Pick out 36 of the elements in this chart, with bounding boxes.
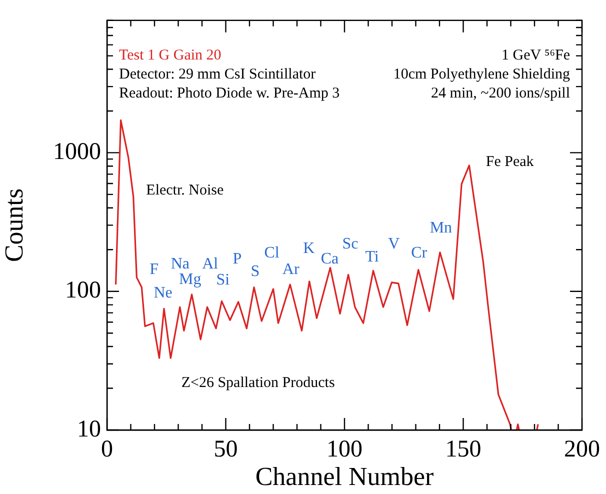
annotation: Ne: [154, 284, 172, 302]
annotation: S: [250, 263, 260, 280]
annotation: Z<26 Spallation Products: [181, 375, 335, 392]
annotation: Readout: Photo Diode w. Pre-Amp 3: [119, 85, 340, 102]
y-axis-title: Counts: [0, 188, 28, 262]
x-tick-label: 0: [101, 436, 113, 463]
annotation: 1 GeV ⁵⁶Fe: [501, 47, 570, 64]
annotation: Sc: [342, 236, 358, 253]
x-tick-label: 200: [564, 436, 600, 463]
x-tick-label: 50: [214, 436, 238, 463]
annotation: Ca: [320, 250, 339, 268]
x-tick-label: 100: [326, 436, 362, 463]
x-tick-label: 150: [445, 436, 482, 463]
x-axis-title: Channel Number: [255, 462, 434, 492]
annotation: Ti: [365, 248, 380, 266]
annotation: Si: [216, 272, 230, 289]
annotation: Cr: [411, 244, 428, 262]
annotation: V: [388, 236, 400, 253]
annotation: Na: [170, 255, 190, 272]
annotation: Mn: [430, 219, 452, 236]
annotation: P: [232, 250, 242, 268]
annotation: F: [150, 261, 159, 278]
text: Test 1 G Gain 20: [119, 47, 222, 64]
y-tick-label: 10: [77, 416, 101, 442]
annotation: Mg: [179, 270, 202, 288]
annotation: 10cm Polyethylene Shielding: [393, 66, 570, 82]
annotation: Electr. Noise: [146, 182, 224, 198]
annotation: Fe Peak: [486, 154, 534, 170]
y-tick-label: 1000: [53, 139, 101, 165]
annotation: Detector: 29 mm CsI Scintillator: [119, 66, 316, 82]
y-tick-label: 100: [65, 278, 101, 304]
annotation: K: [303, 240, 316, 257]
annotation: 24 min, ~200 ions/spill: [431, 85, 570, 102]
annotation: Al: [202, 255, 219, 272]
annotation: Cl: [264, 244, 280, 262]
annotation: Ar: [282, 261, 300, 278]
